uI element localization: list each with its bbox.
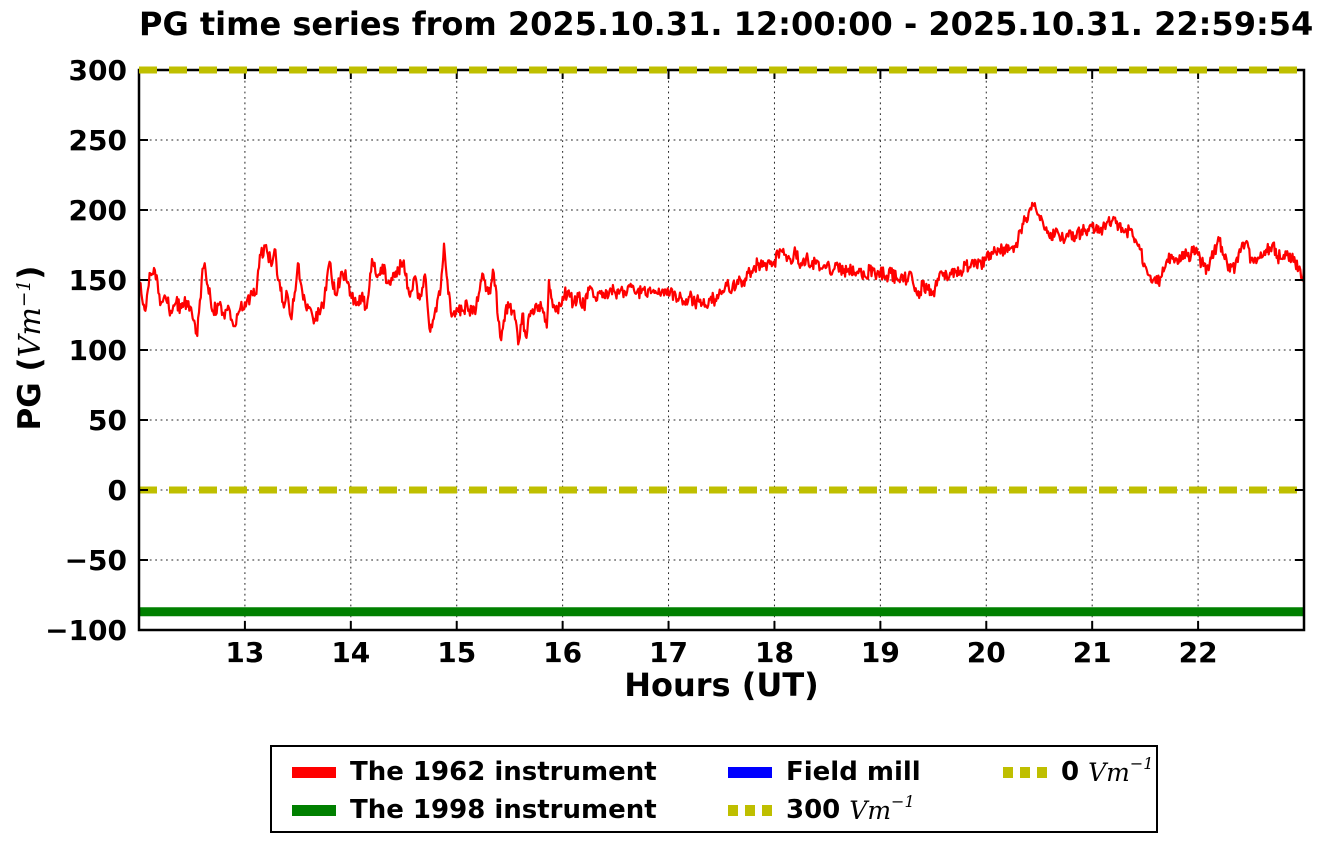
x-tick-label: 14 bbox=[331, 636, 370, 669]
legend-item-the-1962-instrument: The 1962 instrument bbox=[292, 757, 657, 787]
legend-swatch-solid bbox=[292, 766, 336, 778]
legend-item-300vm: 300 Vm −1 bbox=[728, 791, 915, 825]
x-tick-label: 22 bbox=[1179, 636, 1218, 669]
y-tick-label: 100 bbox=[69, 334, 127, 367]
x-tick-label: 17 bbox=[649, 636, 688, 669]
y-tick-label: −50 bbox=[65, 544, 127, 577]
y-axis-label-exponent: −1 bbox=[13, 279, 35, 308]
series-line-the-1962-instrument bbox=[137, 201, 1306, 346]
axes-frame bbox=[137, 68, 1306, 632]
legend-label: 300 bbox=[786, 795, 841, 825]
legend-swatch-dashed bbox=[728, 804, 772, 816]
legend-label: The 1998 instrument bbox=[350, 795, 657, 825]
y-tick-label: 250 bbox=[69, 124, 127, 157]
legend-swatch-solid bbox=[728, 766, 772, 778]
legend-label: The 1962 instrument bbox=[350, 757, 657, 787]
y-axis-label-suffix: ) bbox=[12, 265, 48, 280]
legend-unit: Vm bbox=[849, 795, 892, 825]
x-tick-label: 20 bbox=[967, 636, 1006, 669]
y-tick-label: 50 bbox=[88, 404, 127, 437]
y-tick-label: −100 bbox=[45, 614, 127, 647]
x-tick-label: 13 bbox=[225, 636, 264, 669]
legend-item-0vm: 0 Vm −1 bbox=[1003, 753, 1154, 787]
legend-label: Field mill bbox=[786, 757, 921, 787]
x-tick-label: 19 bbox=[861, 636, 900, 669]
x-tick-label: 16 bbox=[543, 636, 582, 669]
legend: The 1962 instrument The 1998 instrument Fi… bbox=[270, 745, 1158, 833]
legend-label: 0 bbox=[1061, 757, 1080, 787]
x-tick-label: 21 bbox=[1073, 636, 1112, 669]
y-tick-label: 300 bbox=[69, 54, 127, 87]
y-axis-label-unit: Vm bbox=[13, 307, 48, 358]
legend-unit-exponent: −1 bbox=[891, 791, 915, 811]
x-axis-label: Hours (UT) bbox=[624, 666, 819, 704]
legend-swatch-dashed bbox=[1003, 766, 1047, 778]
chart-title: PG time series from 2025.10.31. 12:00:00… bbox=[139, 5, 1314, 43]
legend-item-the-1998-instrument: The 1998 instrument bbox=[292, 795, 657, 825]
x-tick-label: 18 bbox=[755, 636, 794, 669]
legend-unit: Vm bbox=[1088, 757, 1130, 787]
legend-unit-exponent: −1 bbox=[1129, 753, 1154, 773]
x-tick-label: 15 bbox=[437, 636, 476, 669]
y-axis-label-prefix: PG ( bbox=[12, 357, 48, 431]
y-axis-label: PG (Vm−1) bbox=[12, 266, 48, 431]
y-tick-label: 200 bbox=[69, 194, 127, 227]
y-tick-label: 0 bbox=[108, 474, 127, 507]
legend-swatch-solid bbox=[292, 804, 336, 816]
legend-item-field-mill: Field mill bbox=[728, 757, 921, 787]
y-tick-label: 150 bbox=[69, 264, 127, 297]
